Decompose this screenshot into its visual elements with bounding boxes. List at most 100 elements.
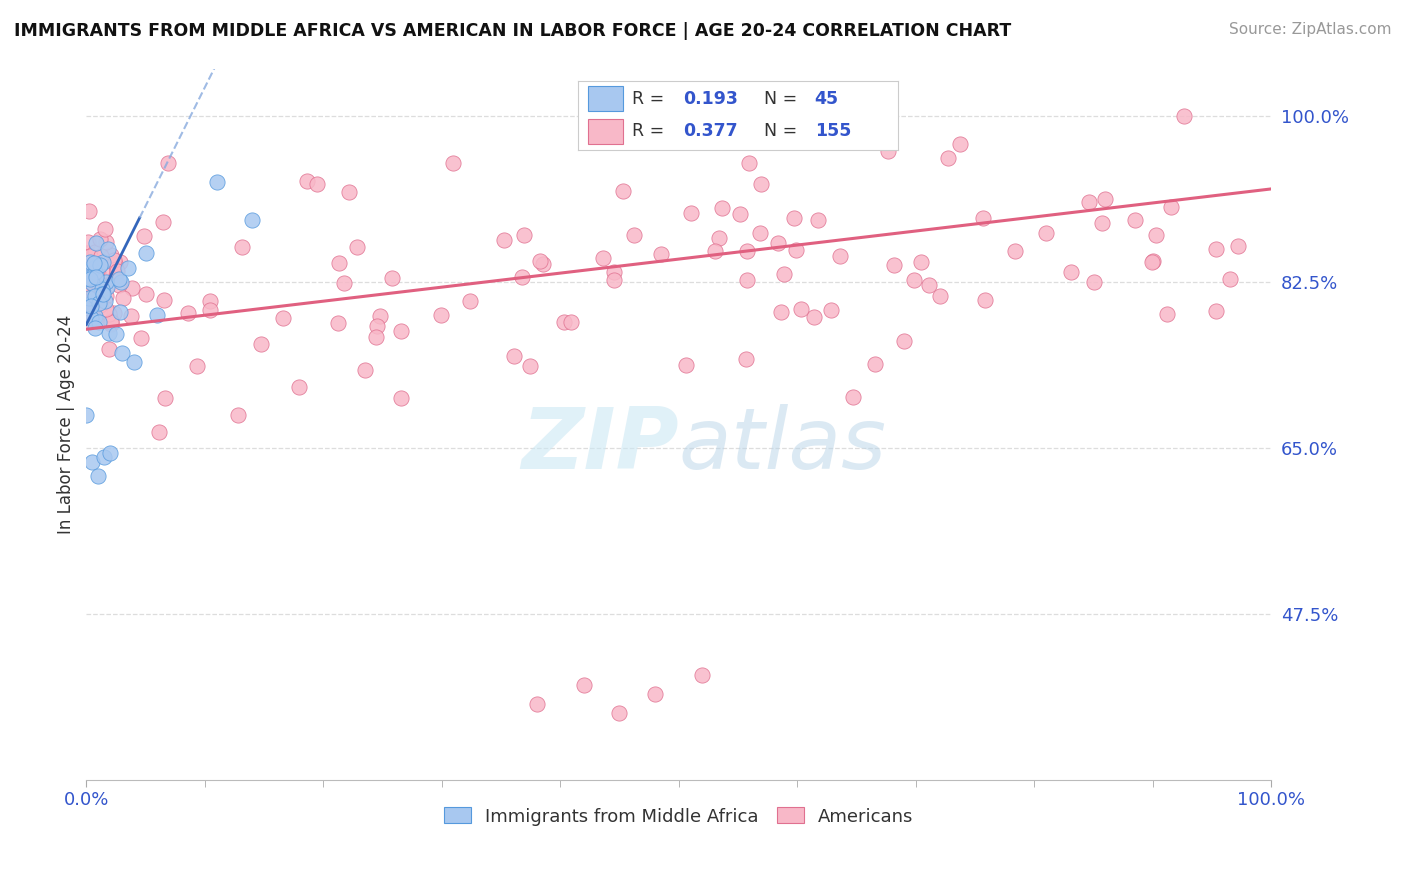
Point (89, 231, 111, 245)
Point (346, 239, 368, 253)
Point (135, 287, 157, 301)
Point (135, 246, 157, 260)
Point (1123, 212, 1146, 227)
Point (155, 391, 177, 405)
Point (734, 351, 756, 366)
Point (103, 305, 125, 319)
Point (623, 227, 645, 242)
Point (76, 279, 98, 293)
Point (80, 262, 103, 277)
Point (91, 264, 114, 278)
Point (90, 249, 112, 263)
Point (76, 289, 98, 303)
Point (789, 301, 811, 316)
Point (104, 326, 127, 341)
Point (326, 317, 349, 331)
Point (77, 291, 100, 305)
Point (231, 240, 253, 254)
Point (87, 283, 110, 297)
Point (603, 273, 626, 287)
Point (83, 321, 105, 335)
Point (287, 380, 309, 394)
Point (503, 349, 526, 363)
Point (157, 156, 180, 170)
Point (612, 184, 634, 198)
Point (526, 697, 548, 711)
Point (650, 247, 672, 261)
Point (692, 668, 714, 682)
Point (76, 245, 98, 260)
Point (82, 302, 104, 317)
Point (83, 256, 105, 270)
Point (104, 257, 127, 271)
Point (79, 271, 101, 285)
Point (87, 295, 110, 310)
Point (1004, 244, 1026, 259)
Point (728, 207, 751, 221)
Point (529, 253, 551, 268)
Point (87, 469, 110, 483)
Point (82, 296, 104, 310)
Point (354, 363, 377, 377)
Text: ZIP: ZIP (522, 404, 679, 487)
Point (429, 308, 451, 322)
Point (603, 265, 626, 279)
Point (949, 137, 972, 152)
Point (769, 305, 792, 319)
Point (79, 299, 101, 313)
Point (98, 445, 121, 459)
Point (1144, 227, 1167, 242)
Point (1173, 109, 1195, 123)
Point (1160, 201, 1182, 215)
Point (89, 293, 111, 308)
Point (100, 315, 122, 329)
Point (842, 390, 865, 404)
Point (807, 212, 830, 227)
Point (93, 450, 115, 465)
Point (738, 156, 761, 170)
Point (1094, 193, 1116, 207)
Point (129, 331, 152, 345)
Point (105, 263, 128, 277)
Point (644, 687, 666, 701)
Point (205, 175, 228, 189)
Point (87, 268, 110, 282)
Point (877, 144, 900, 158)
Point (893, 334, 915, 348)
Point (366, 330, 388, 344)
Point (148, 425, 170, 439)
Point (94, 301, 117, 316)
Point (110, 275, 132, 289)
Point (80, 278, 103, 293)
Point (97, 307, 120, 321)
Point (972, 211, 994, 226)
Point (553, 315, 575, 329)
Point (108, 278, 131, 293)
Point (186, 359, 208, 374)
Point (441, 156, 464, 170)
Point (366, 319, 388, 334)
Point (93, 221, 115, 235)
Point (121, 281, 143, 295)
Point (75, 408, 97, 422)
Point (332, 276, 354, 290)
Point (80, 264, 103, 278)
Point (87, 315, 110, 329)
Point (80, 276, 103, 290)
Point (1142, 253, 1164, 268)
Point (240, 213, 263, 227)
Point (108, 272, 131, 286)
Point (1218, 272, 1240, 286)
Point (97, 242, 120, 256)
Point (94, 289, 117, 303)
Point (903, 273, 925, 287)
Point (389, 325, 412, 339)
Point (271, 311, 294, 326)
Point (510, 269, 533, 284)
Point (572, 678, 595, 692)
Point (936, 151, 959, 165)
Point (94, 293, 117, 308)
Point (100, 314, 122, 328)
Point (198, 293, 221, 308)
Point (328, 256, 350, 270)
